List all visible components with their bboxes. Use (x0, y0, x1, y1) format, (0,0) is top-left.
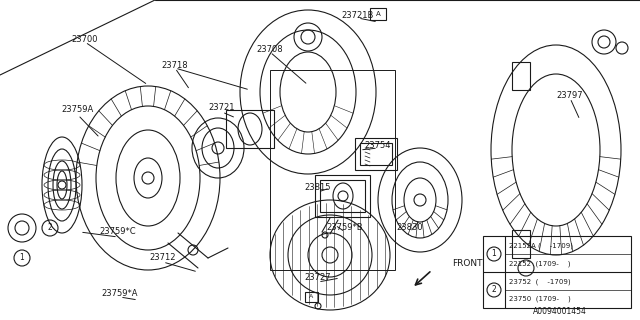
Text: 22152  (1709-    ): 22152 (1709- ) (509, 261, 570, 267)
Text: 23727: 23727 (305, 274, 332, 283)
Text: 23830: 23830 (397, 223, 423, 233)
Bar (370, 8, 386, 20)
Text: 23759*A: 23759*A (102, 289, 138, 298)
Bar (226, 110, 274, 148)
Text: A0094001454: A0094001454 (533, 308, 587, 316)
Text: 23754: 23754 (365, 140, 391, 149)
Bar (315, 175, 370, 217)
Text: 2: 2 (47, 223, 52, 233)
Bar (320, 180, 365, 212)
Bar (512, 62, 530, 90)
Text: 23750  (1709-    ): 23750 (1709- ) (509, 296, 571, 302)
Text: 23700: 23700 (72, 36, 99, 44)
Text: 23708: 23708 (257, 45, 284, 54)
Text: FRONT: FRONT (452, 260, 483, 268)
Text: 23759A: 23759A (62, 106, 94, 115)
Text: 1: 1 (20, 253, 24, 262)
Text: 23815: 23815 (305, 183, 332, 193)
Text: A: A (376, 11, 380, 17)
Bar (512, 230, 530, 258)
Text: 23797: 23797 (557, 91, 583, 100)
Text: 23759*C: 23759*C (100, 228, 136, 236)
Text: A: A (309, 294, 313, 300)
Bar (360, 143, 392, 165)
Text: 23721: 23721 (209, 103, 236, 113)
Text: 22152A (    -1709): 22152A ( -1709) (509, 243, 573, 249)
Text: 23712: 23712 (150, 253, 176, 262)
Text: 23752  (    -1709): 23752 ( -1709) (509, 279, 571, 285)
Text: 1: 1 (492, 250, 497, 259)
Bar (270, 70, 395, 270)
Text: 23759*B: 23759*B (326, 223, 364, 233)
Text: 23718: 23718 (162, 60, 188, 69)
Text: 23721B: 23721B (342, 11, 374, 20)
Bar (355, 138, 397, 170)
Bar (483, 236, 631, 308)
Text: 2: 2 (492, 285, 497, 294)
Bar (305, 292, 318, 302)
